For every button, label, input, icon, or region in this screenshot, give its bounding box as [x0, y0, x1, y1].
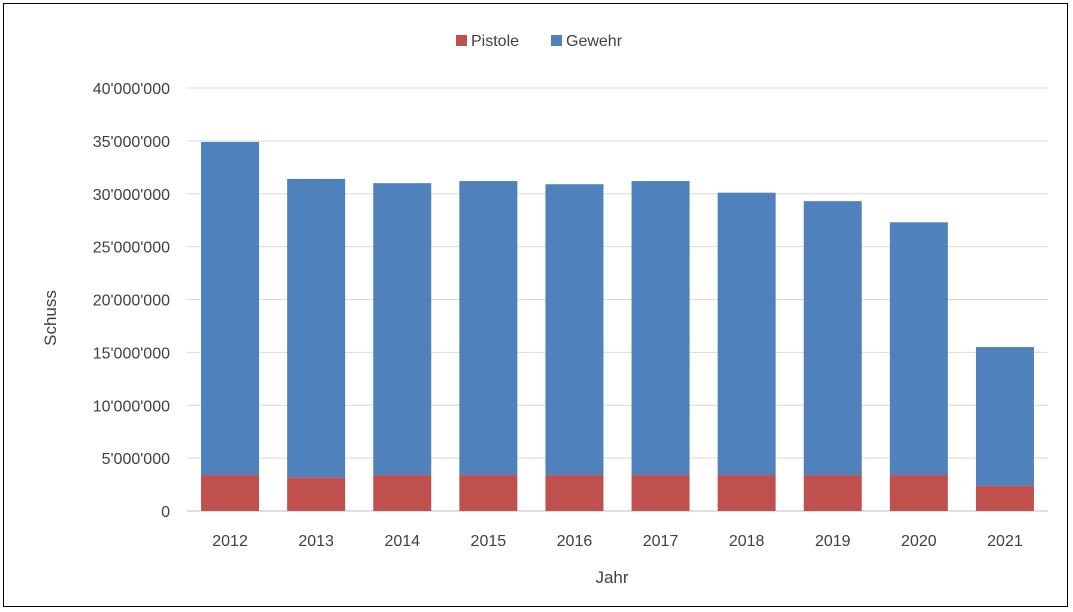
- y-tick-label: 10'000'000: [93, 398, 170, 415]
- bar-gewehr-2012: [201, 141, 260, 476]
- y-tick-labels: 0 5'000'000 10'000'000 15'000'000 20'000'000…: [93, 81, 170, 521]
- x-tick-labels: 2012 2013 2014 2015 2016 2017 2018 2019 2020 2021: [212, 533, 1023, 550]
- bar-pistole-2018: [717, 475, 776, 511]
- bar-gewehr-2021: [975, 347, 1034, 486]
- bar-gewehr-2016: [545, 184, 604, 476]
- bar-pistole-2017: [631, 475, 690, 511]
- bar-pistole-2019: [803, 475, 862, 511]
- y-tick-label: 30'000'000: [93, 187, 170, 204]
- bar-gewehr-2017: [631, 181, 690, 476]
- y-tick-label: 40'000'000: [93, 81, 170, 98]
- x-axis-title: Jahr: [595, 568, 628, 587]
- x-tick-label: 2014: [384, 533, 420, 550]
- bar-pistole-2021: [975, 485, 1034, 511]
- y-tick-label: 0: [161, 504, 170, 521]
- bar-pistole-2015: [459, 475, 518, 511]
- bar-pistole-2013: [287, 477, 346, 511]
- y-tick-label: 35'000'000: [93, 134, 170, 151]
- x-tick-label: 2018: [729, 533, 765, 550]
- y-axis-title: Schuss: [41, 290, 60, 346]
- bar-gewehr-2019: [803, 201, 862, 476]
- bars: [201, 141, 1034, 511]
- legend-label-pistole: Pistole: [471, 33, 519, 50]
- x-tick-label: 2012: [212, 533, 248, 550]
- bar-gewehr-2015: [459, 181, 518, 476]
- bar-gewehr-2013: [287, 178, 346, 478]
- legend: Pistole Gewehr: [456, 33, 623, 50]
- x-tick-label: 2015: [471, 533, 507, 550]
- y-tick-label: 20'000'000: [93, 293, 170, 310]
- y-tick-label: 5'000'000: [102, 451, 171, 468]
- y-tick-label: 25'000'000: [93, 240, 170, 257]
- x-tick-label: 2016: [557, 533, 593, 550]
- y-tick-label: 15'000'000: [93, 345, 170, 362]
- x-tick-label: 2020: [901, 533, 937, 550]
- bar-pistole-2012: [201, 475, 260, 511]
- legend-swatch-pistole: [456, 35, 467, 46]
- bar-pistole-2014: [373, 475, 432, 511]
- x-tick-label: 2013: [298, 533, 334, 550]
- x-tick-label: 2019: [815, 533, 851, 550]
- bar-gewehr-2014: [373, 183, 432, 476]
- bar-gewehr-2018: [717, 192, 776, 476]
- legend-label-gewehr: Gewehr: [566, 33, 623, 50]
- legend-swatch-gewehr: [551, 35, 562, 46]
- x-tick-label: 2021: [987, 533, 1023, 550]
- bar-gewehr-2020: [889, 222, 948, 476]
- bar-pistole-2020: [889, 475, 948, 511]
- bar-pistole-2016: [545, 475, 604, 511]
- x-tick-label: 2017: [643, 533, 679, 550]
